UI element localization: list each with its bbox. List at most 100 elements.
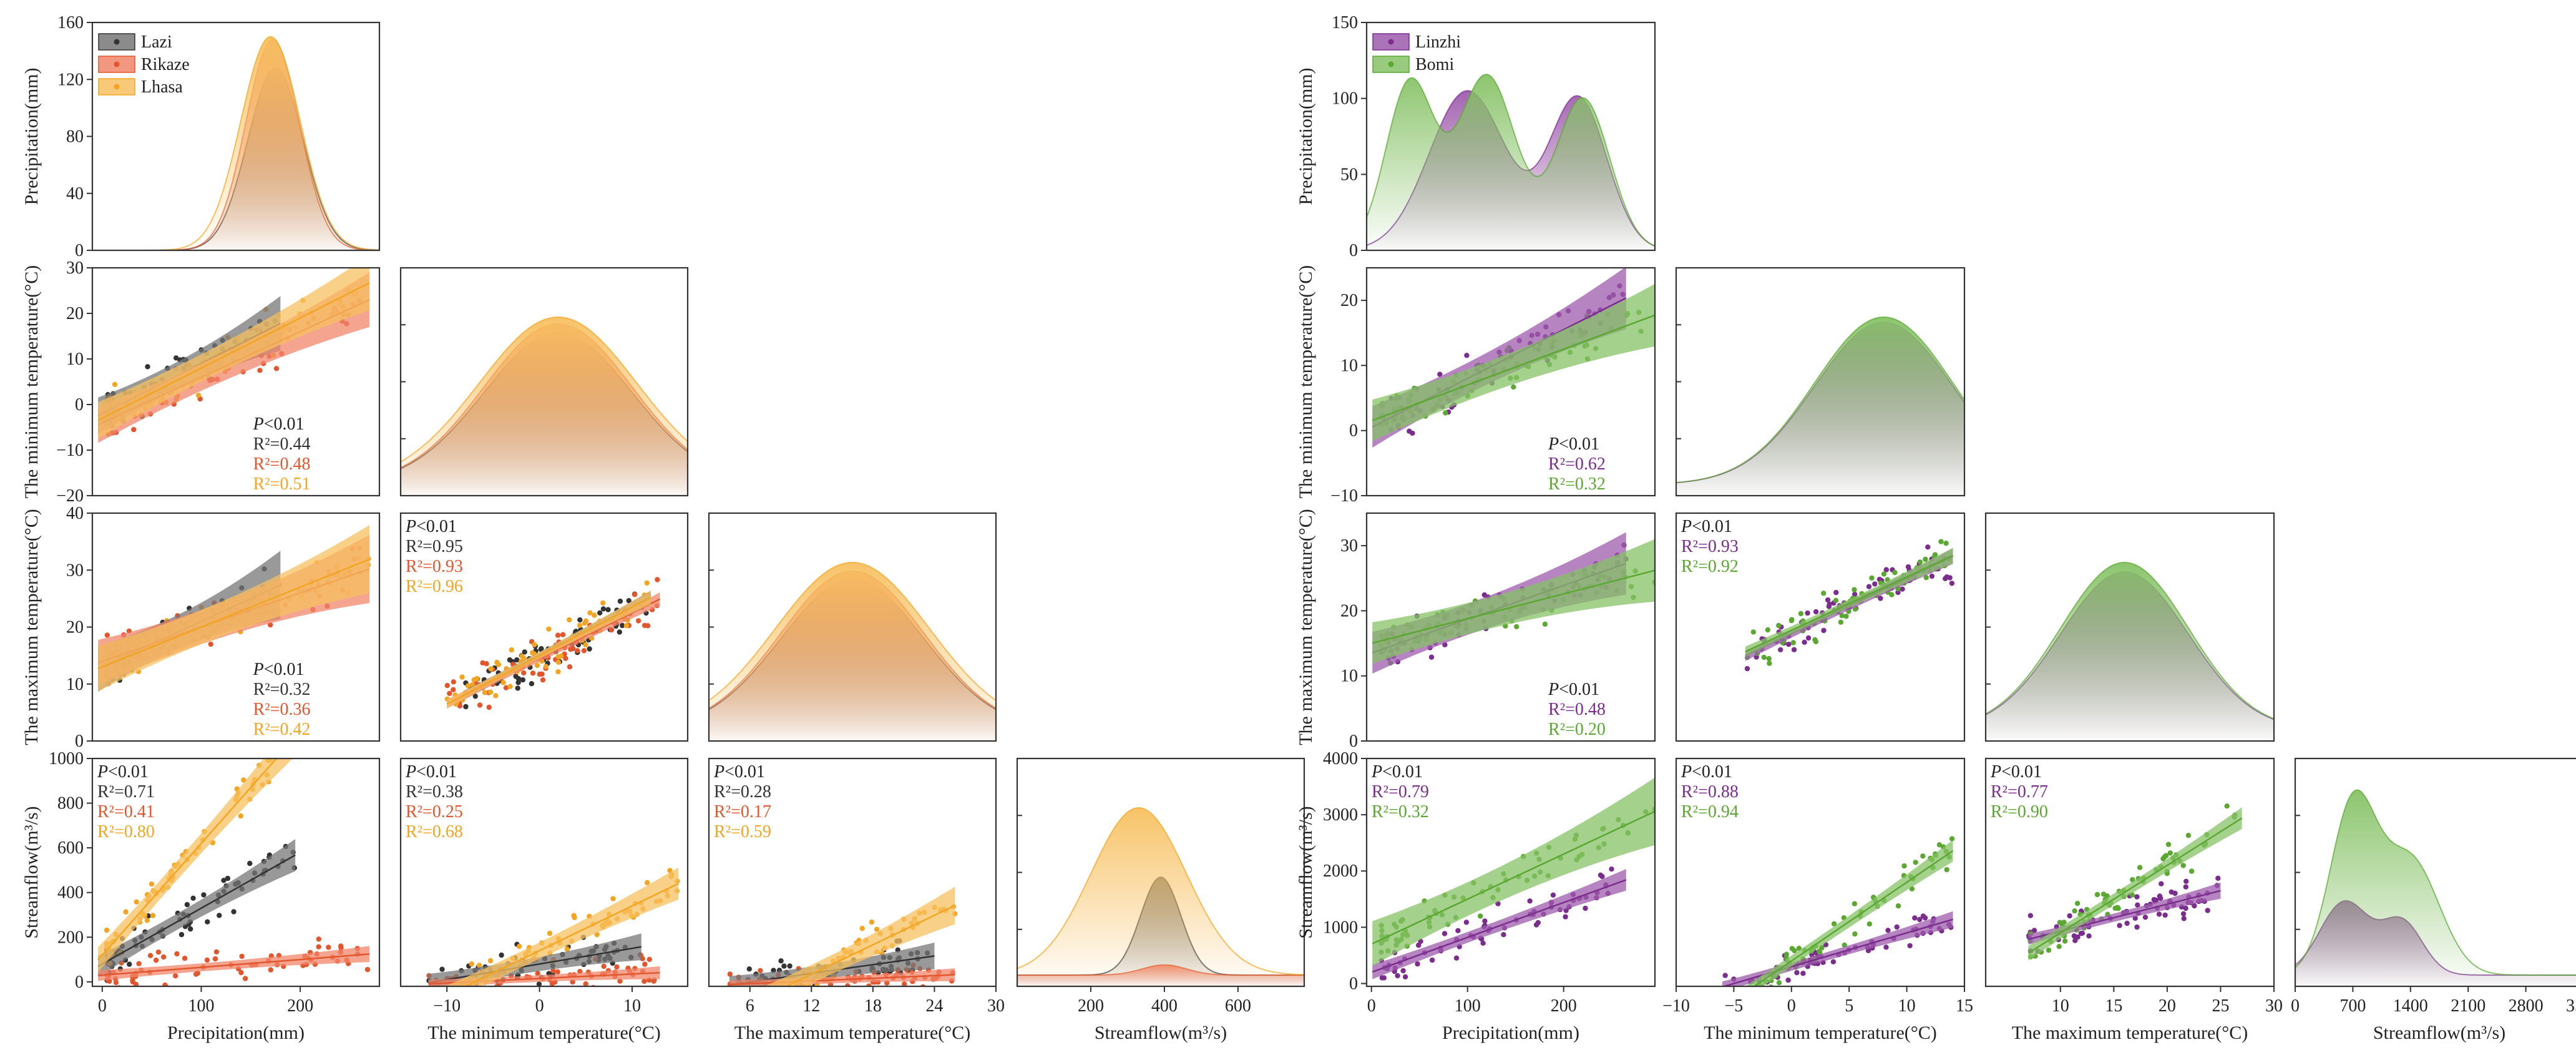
point: [173, 355, 179, 361]
point: [600, 606, 607, 612]
r2-label-lhasa: R²=0.51: [253, 474, 311, 494]
point: [476, 990, 481, 995]
point: [439, 966, 445, 972]
point: [1917, 916, 1923, 923]
point: [794, 988, 799, 993]
left-x-axis-title-c3: Streamflow(m³/s): [1095, 1023, 1227, 1043]
point: [273, 366, 280, 371]
right-x-axis-c3: 0 700 1400 2100 2800 3500 Streamflow(m³/s): [2291, 986, 2576, 1043]
left-ci-band-lhasa: [98, 758, 293, 973]
r2-label-bomi: R²=0.94: [1681, 802, 1739, 822]
point: [1583, 905, 1588, 911]
point: [655, 577, 660, 582]
point: [467, 991, 472, 996]
right-fit-line-bomi: [1745, 554, 1954, 653]
point: [2067, 913, 2072, 919]
p-value-label: P<0.01: [713, 762, 765, 782]
r2-label-lhasa: R²=0.96: [406, 577, 463, 596]
right-panel-r1-c1: [1675, 267, 1966, 497]
right-panel-content-r1-c0: [1372, 268, 1655, 448]
right-x-axis-title-c2: The maximum temperature(°C): [2012, 1023, 2248, 1043]
point: [1895, 589, 1901, 596]
point: [733, 987, 738, 992]
point: [2183, 905, 2188, 911]
point: [1770, 986, 1775, 991]
y-tick-label: 20: [1340, 291, 1358, 310]
y-tick-label: −10: [56, 441, 84, 460]
left-panel-r1-c1: [399, 267, 689, 497]
point: [1852, 587, 1857, 592]
point: [763, 989, 768, 994]
point: [2046, 947, 2052, 953]
point: [570, 645, 575, 651]
point: [907, 989, 912, 994]
point: [861, 991, 866, 996]
y-tick-label: 200: [57, 928, 84, 947]
left-panel-frame: [91, 757, 381, 988]
right-panel-content-r3-c1: [1722, 836, 1955, 993]
x-tick-label: 10: [1898, 996, 1916, 1016]
point: [2027, 913, 2033, 918]
left-panel-frame: [708, 757, 997, 988]
right-y-axis-title-r2: The maximum temperature(°C): [1295, 509, 1316, 745]
left-ci-band-lhasa: [98, 525, 370, 692]
point: [1802, 639, 1807, 645]
y-tick-label: 10: [66, 675, 84, 694]
point: [104, 632, 110, 638]
point: [477, 995, 482, 1000]
point: [587, 610, 593, 616]
r2-label-rikaze: R²=0.48: [253, 454, 311, 474]
point: [147, 953, 154, 958]
left-fit-line-lhasa: [97, 558, 370, 670]
left-diag-ticks: [709, 569, 714, 685]
point: [516, 989, 521, 994]
point: [1769, 984, 1774, 986]
right-y-axis-r1: −10 0 10 20 The minimum temperature(°C): [1295, 265, 1367, 506]
y-tick-label: 0: [1349, 974, 1358, 993]
left-x-axis-title-c0: Precipitation(mm): [167, 1023, 305, 1043]
point: [150, 913, 156, 918]
right-fit-line-bomi: [1372, 569, 1655, 644]
left-density-lhasa-flow: [1017, 807, 1304, 986]
y-tick-label: 0: [75, 732, 84, 751]
x-tick-label: 30: [2265, 996, 2283, 1016]
x-tick-label: −10: [433, 996, 461, 1016]
point: [515, 675, 522, 682]
point: [2061, 920, 2067, 925]
point: [2117, 923, 2122, 928]
point: [583, 618, 589, 624]
r2-label-linzhi: R²=0.48: [1548, 700, 1606, 719]
right-panel-content-r3-c2: [2026, 803, 2243, 961]
left-panel-content-r2-c0: [97, 525, 371, 692]
point: [2224, 803, 2230, 809]
point: [1936, 842, 1943, 848]
point: [1872, 581, 1878, 587]
r2-label-lazi: R²=0.38: [406, 782, 463, 802]
point: [2114, 905, 2120, 911]
point: [610, 896, 616, 901]
r2-label-lazi: R²=0.95: [406, 537, 463, 556]
point: [790, 992, 795, 997]
point: [487, 689, 494, 695]
y-tick-label: 1000: [1323, 918, 1358, 937]
point: [1764, 988, 1769, 993]
r2-label-lhasa: R²=0.68: [406, 822, 463, 842]
point: [195, 970, 200, 976]
x-tick-label: 0: [1367, 996, 1376, 1016]
point: [2156, 911, 2162, 917]
y-tick-label: 0: [1349, 241, 1358, 260]
point: [1943, 541, 1949, 546]
y-tick-label: 160: [57, 13, 84, 32]
r2-label-rikaze: R²=0.36: [253, 700, 311, 719]
point: [247, 860, 253, 866]
x-tick-label: 1400: [2393, 996, 2428, 1016]
right-x-axis-c1: −10 −5 0 5 10 15 The minimum temperature(°C): [1662, 986, 1973, 1043]
point: [845, 983, 851, 986]
point: [734, 995, 739, 1000]
